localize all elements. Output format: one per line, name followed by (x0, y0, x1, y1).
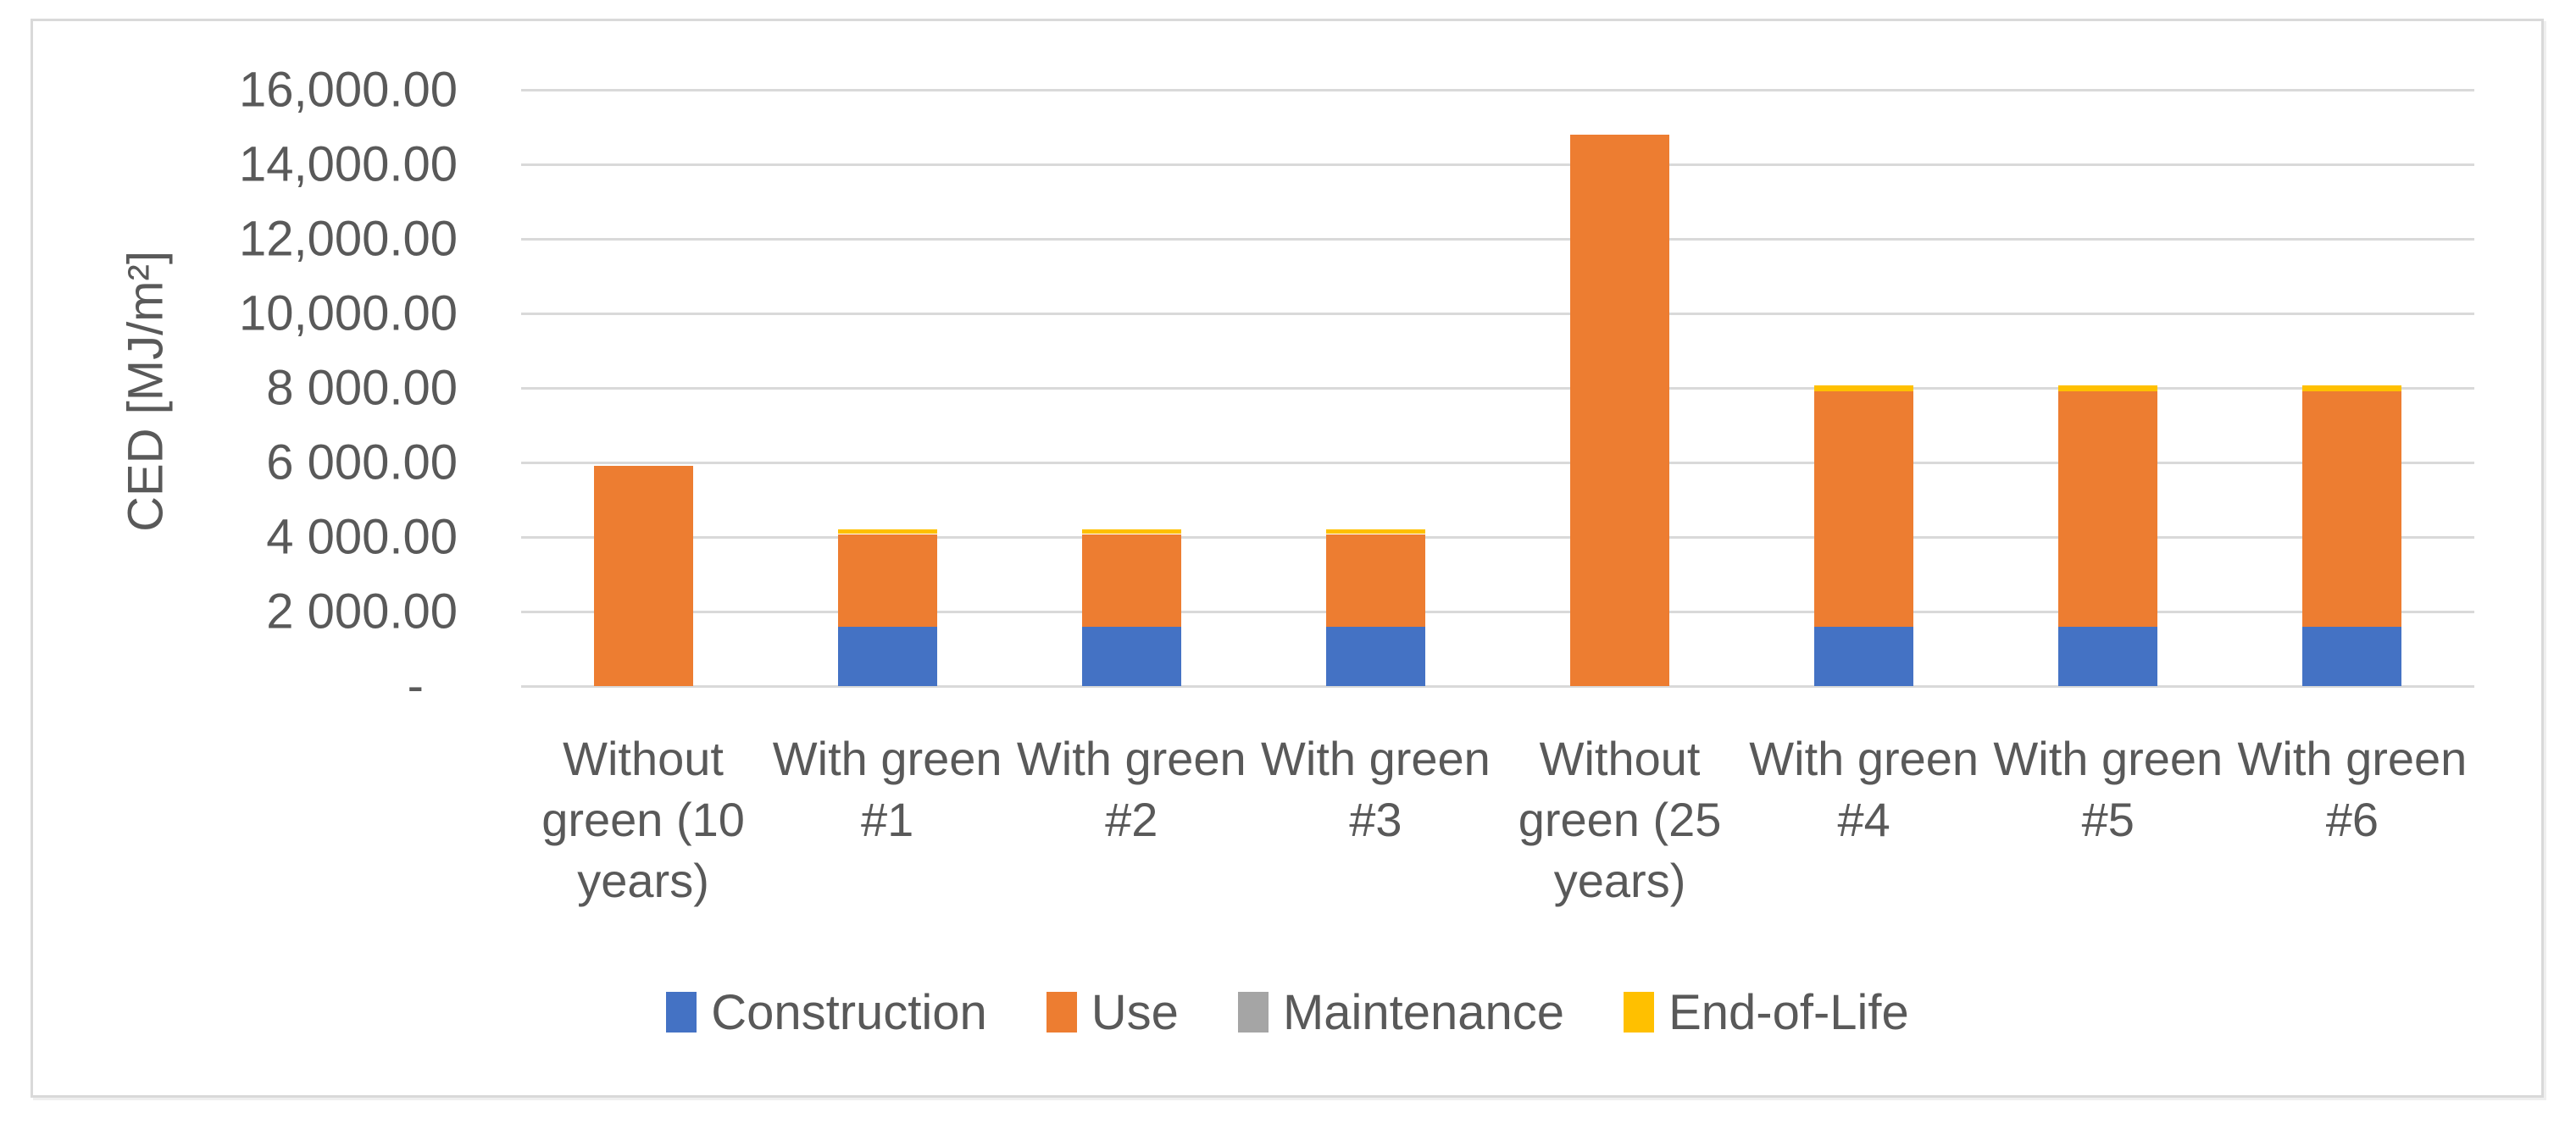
bar-segment-use (1081, 534, 1181, 627)
y-axis-title: CED [MJ/m²] (118, 251, 174, 532)
y-axis-tick-label: 14,000.00 (238, 136, 458, 192)
bar-segment-use (1570, 134, 1670, 686)
x-axis-category-label: With green #6 (2237, 732, 2468, 846)
x-axis-category-label: With green #4 (1749, 732, 1979, 846)
y-axis-tick-label: - (407, 658, 424, 714)
x-axis-labels: Without green (10 years) With green #1 Wit… (521, 728, 2474, 911)
y-axis-tick-label: 4 000.00 (266, 509, 458, 565)
gridline (521, 237, 2474, 241)
gridline (521, 163, 2474, 166)
bar-segment-use (1814, 391, 1914, 627)
y-axis-tick-label: 8 000.00 (266, 360, 458, 416)
bar-segment-construction (1814, 626, 1914, 686)
x-axis-category-label: Without green (25 years) (1518, 732, 1722, 907)
legend: Construction Use Maintenance End-of-Life (32, 974, 2543, 1050)
bar-segment-construction (1325, 626, 1425, 686)
plot-area (521, 88, 2474, 688)
gridline (521, 610, 2474, 613)
bar-segment-construction (837, 626, 937, 686)
legend-swatch-icon (1237, 992, 1269, 1033)
y-axis-tick-label: 2 000.00 (266, 584, 458, 639)
gridline (521, 88, 2474, 91)
bar-segment-use (2058, 391, 2158, 627)
x-axis-category-label: With green #2 (1016, 732, 1246, 846)
legend-swatch-icon (1046, 992, 1077, 1033)
x-axis-category-label: With green #1 (772, 732, 1002, 846)
x-axis-category-label: With green #3 (1261, 732, 1491, 846)
legend-label: Maintenance (1282, 984, 1565, 1040)
gridline (521, 386, 2474, 390)
bar-segment-use (1325, 534, 1425, 627)
legend-swatch-icon (1624, 992, 1655, 1033)
bar-segment-end-of-life (2058, 385, 2158, 392)
y-axis-tick-label: 12,000.00 (238, 211, 458, 267)
x-axis-category-label: Without green (10 years) (541, 732, 745, 907)
x-axis-category-label: With green #5 (1993, 732, 2223, 846)
legend-item-use: Use (1046, 984, 1179, 1041)
bar-segment-use (2302, 391, 2402, 627)
gridline (521, 535, 2474, 539)
gridline (521, 312, 2474, 315)
bar-segment-end-of-life (1325, 529, 1425, 534)
legend-item-construction: Construction (666, 984, 987, 1041)
bar-segment-end-of-life (2302, 385, 2402, 392)
bar-segment-construction (2058, 626, 2158, 686)
bar-segment-end-of-life (1814, 385, 1914, 392)
bar-segment-end-of-life (1081, 529, 1181, 534)
gridline (521, 461, 2474, 464)
legend-item-maintenance: Maintenance (1237, 984, 1565, 1041)
bar-segment-construction (1081, 626, 1181, 686)
legend-swatch-icon (666, 992, 697, 1033)
y-axis-tick-label: 10,000.00 (238, 285, 458, 341)
bar-segment-use (593, 466, 693, 686)
legend-label: Use (1091, 984, 1179, 1040)
bar-segment-use (837, 534, 937, 627)
y-axis-tick-label: 16,000.00 (238, 62, 458, 118)
bar-segment-construction (2302, 626, 2402, 686)
legend-label: End-of-Life (1668, 984, 1909, 1040)
bar-segment-end-of-life (837, 529, 937, 534)
y-axis-tick-label: 6 000.00 (266, 435, 458, 490)
legend-label: Construction (711, 984, 987, 1040)
gridline (521, 684, 2474, 688)
legend-item-end-of-life: End-of-Life (1624, 984, 1909, 1041)
